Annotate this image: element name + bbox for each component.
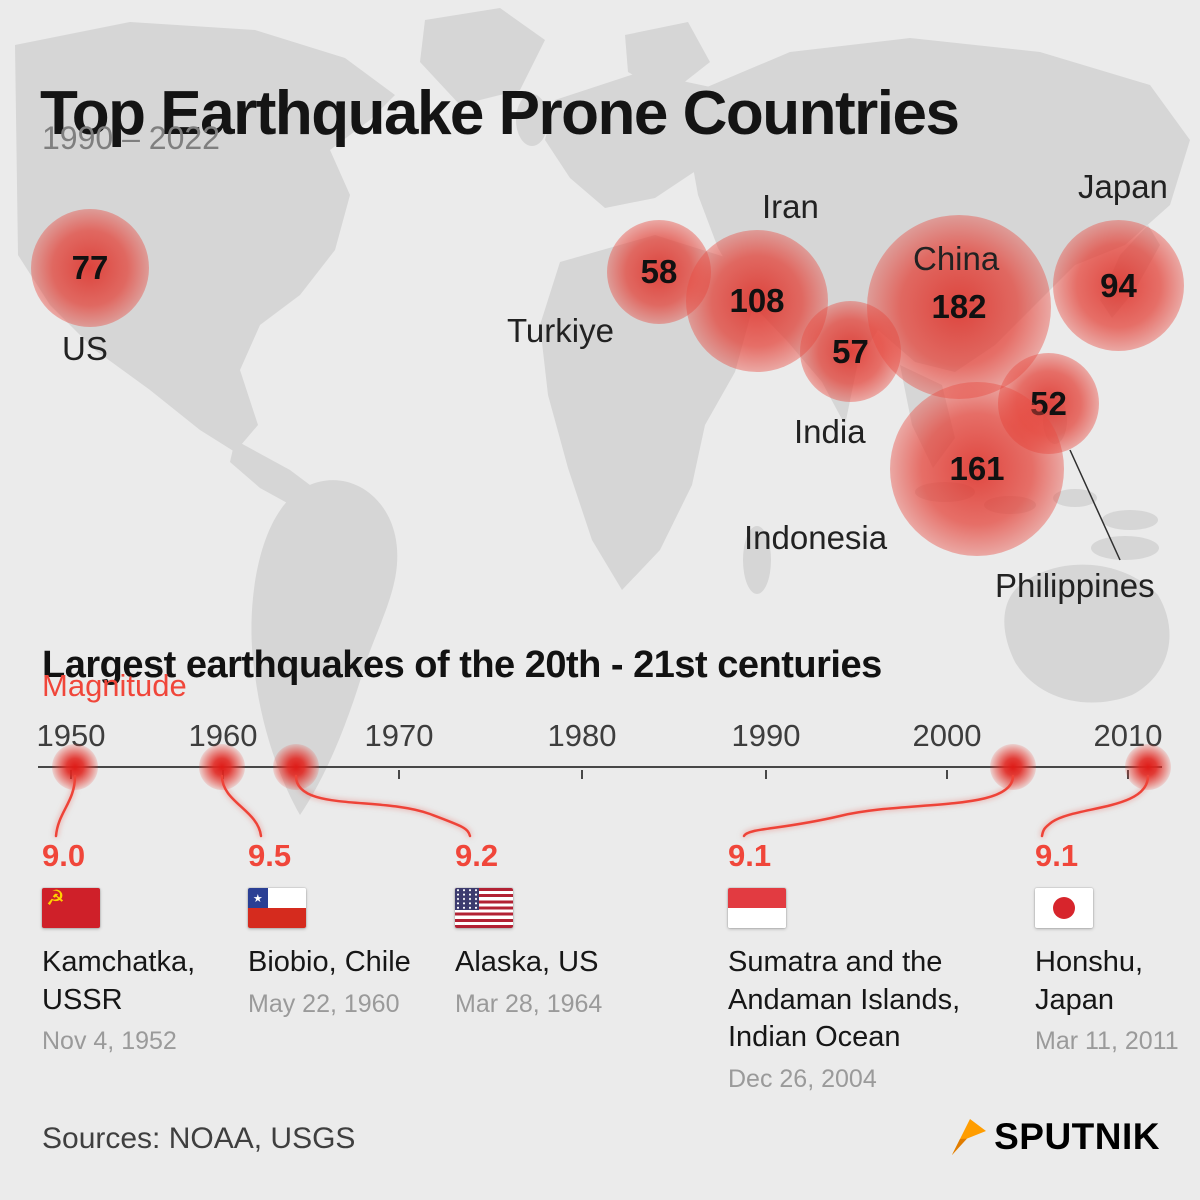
map-australia [1004,564,1170,703]
event-honshu-location: Honshu, Japan [1035,946,1144,1016]
map-uk [516,94,548,146]
bubble-iran-count: 108 [729,282,785,319]
year-tick-label-1990: 1990 [731,718,801,753]
country-label-china: China [913,240,1000,277]
event-biobio: 9.5 ★ Biobio, Chile May 22, 1960 [248,838,453,1019]
bubble-india-count: 57 [832,332,869,370]
event-dot-1964 [273,744,319,790]
event-dot-1960 [199,744,245,790]
bubble-us: 77 [31,209,149,327]
year-tick-label-2000: 2000 [912,718,982,753]
country-label-japan: Japan [1078,168,1168,205]
map-greenland [420,8,545,105]
event-kamchatka-date: Nov 4, 1952 [42,1027,177,1056]
year-tick-label-1980: 1980 [547,718,617,753]
event-sumatra-date: Dec 26, 2004 [728,1065,877,1094]
event-alaska: 9.2 Alaska, US Mar 28, 1964 [455,838,665,1019]
timeline-section-title: Largest earthquakes of the 20th - 21st c… [42,643,882,686]
axis-tick-1970 [398,770,400,779]
sputnik-wordmark: SPUTNIK [994,1116,1160,1157]
country-label-indonesia: Indonesia [744,519,888,556]
bubble-iran: 108 [686,230,828,372]
event-dot-2004 [990,744,1036,790]
map-new-guinea [1091,536,1159,560]
subtitle-years: 1990 – 2022 [42,120,220,156]
sputnik-pennant-icon [952,1119,987,1155]
indonesia-flag [728,888,786,928]
map-europe [545,72,735,208]
japan-flag [1035,888,1093,928]
bubble-indonesia-count: 161 [949,450,1005,487]
event-honshu-date: Mar 11, 2011 [1035,1027,1179,1056]
chile-flag: ★ [248,888,306,928]
bubble-china-count: 182 [931,288,987,325]
event-honshu: 9.1 Honshu, Japan Mar 11, 2011 [1035,838,1195,1056]
japan-flag-sun [1053,897,1075,919]
sputnik-logo: SPUTNIK [946,1116,1160,1158]
map-scandinavia [625,22,710,95]
country-label-turkiye: Turkiye [507,312,614,349]
bubble-indonesia: 161 [890,382,1064,556]
year-tick-label-1970: 1970 [364,718,434,753]
map-madagascar [743,526,771,594]
event-alaska-magnitude: 9.2 [455,838,499,873]
map-south-america [251,480,398,815]
hammer-sickle-icon: ☭ [46,888,65,910]
event-kamchatka-magnitude: 9.0 [42,838,86,873]
page-title: Top Earthquake Prone Countries [40,78,960,148]
event-biobio-location: Biobio, Chile [248,946,411,978]
event-sumatra-magnitude: 9.1 [728,838,772,873]
event-kamchatka: 9.0 ☭ Kamchatka, USSR Nov 4, 1952 [42,838,242,1056]
event-biobio-date: May 22, 1960 [248,989,400,1018]
event-kamchatka-location: Kamchatka, USSR [42,946,196,1016]
timeline-axis [38,766,1162,768]
event-alaska-location: Alaska, US [455,946,599,978]
map-north-america [15,22,395,452]
chile-flag-star: ★ [248,888,268,908]
country-label-iran: Iran [762,188,819,225]
country-label-india: India [794,413,866,450]
event-sumatra-location: Sumatra and the Andaman Islands, Indian … [728,946,961,1054]
magnitude-axis-label: Magnitude [42,668,187,703]
event-alaska-date: Mar 28, 1964 [455,989,603,1018]
map-indonesia-island-3 [1053,489,1097,507]
event-honshu-magnitude: 9.1 [1035,838,1079,873]
axis-tick-1990 [765,770,767,779]
event-dot-2011 [1125,744,1171,790]
event-dot-1952 [52,744,98,790]
axis-tick-2000 [946,770,948,779]
map-indonesia-island-4 [1102,510,1158,530]
bubble-turkiye-count: 58 [640,253,678,290]
bubble-japan: 94 [1053,220,1184,351]
bubble-us-count: 77 [71,249,109,286]
event-sumatra: 9.1 Sumatra and the Andaman Islands, Ind… [728,838,983,1094]
bubble-japan-count: 94 [1100,266,1137,304]
event-biobio-magnitude: 9.5 [248,838,292,873]
axis-tick-1980 [581,770,583,779]
sources-text: Sources: NOAA, USGS [42,1122,356,1155]
country-label-us: US [62,330,108,367]
philippines-pointer-line [1069,449,1121,561]
ussr-flag: ☭ [42,888,100,928]
country-label-philippines: Philippines [995,567,1155,604]
us-flag [455,888,513,928]
